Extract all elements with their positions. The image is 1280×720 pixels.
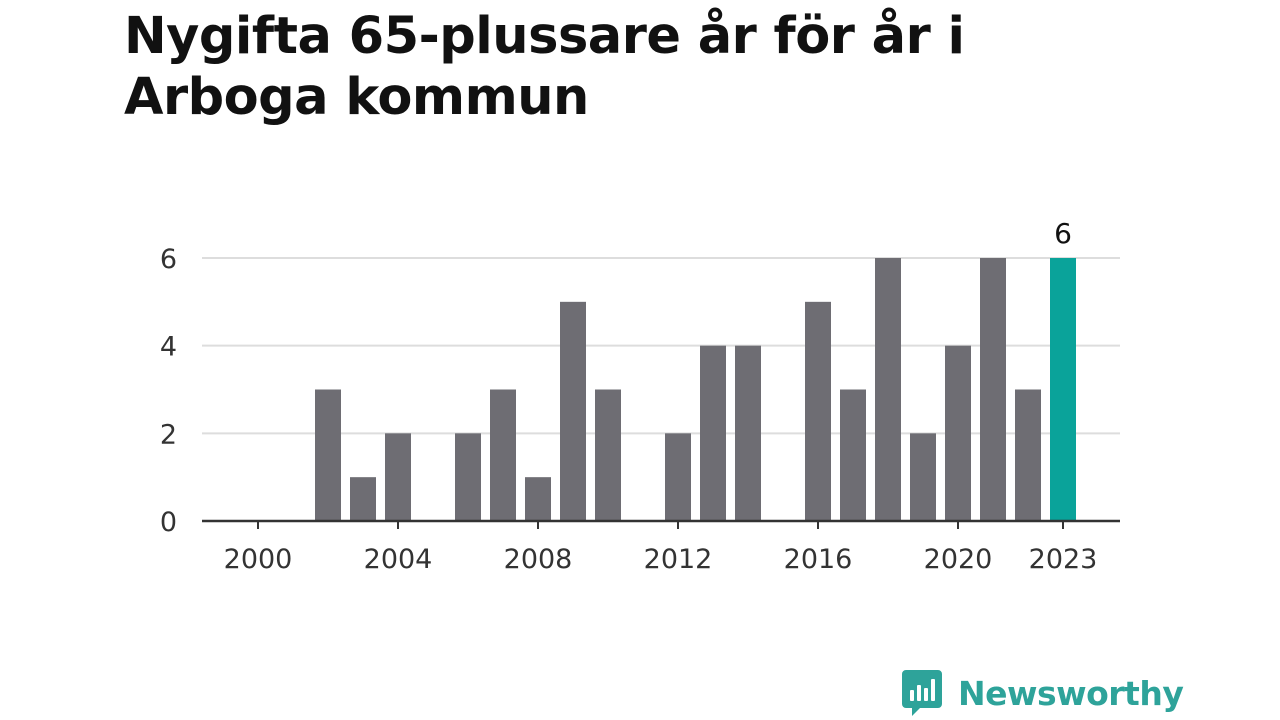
bar-2018 xyxy=(875,258,901,521)
y-tick-label-2: 2 xyxy=(160,419,177,450)
bar-chart-speech-bubble-icon xyxy=(902,670,942,716)
brand-name: Newsworthy xyxy=(958,673,1184,713)
bar-2006 xyxy=(455,433,481,521)
bar-2008 xyxy=(525,477,551,521)
bar-2020 xyxy=(945,345,971,521)
value-label-2023: 6 xyxy=(1054,217,1072,250)
x-tick-label-2008: 2008 xyxy=(504,544,573,575)
bar-2013 xyxy=(700,345,726,521)
bar-2017 xyxy=(840,389,866,521)
bar-2023 xyxy=(1050,258,1076,521)
bar-2009 xyxy=(560,301,586,521)
y-tick-label-6: 6 xyxy=(160,244,177,275)
bar-2019 xyxy=(910,433,936,521)
bar-2010 xyxy=(595,389,621,521)
bar-2022 xyxy=(1015,389,1041,521)
bar-2003 xyxy=(350,477,376,521)
bar-2014 xyxy=(735,345,761,521)
x-tick-label-2004: 2004 xyxy=(364,544,433,575)
y-tick-label-0: 0 xyxy=(160,507,177,538)
x-tick-label-2023: 2023 xyxy=(1029,544,1098,575)
chart-title: Nygifta 65-plussare år för år i Arboga k… xyxy=(124,7,965,127)
bar-2002 xyxy=(315,389,341,521)
bars xyxy=(315,258,1076,521)
bar-2004 xyxy=(385,433,411,521)
brand-logo: Newsworthy xyxy=(902,670,1184,716)
bar-2007 xyxy=(490,389,516,521)
x-tick-label-2000: 2000 xyxy=(224,544,293,575)
x-tick-label-2020: 2020 xyxy=(924,544,993,575)
y-tick-label-4: 4 xyxy=(160,332,177,363)
bar-2016 xyxy=(805,301,831,521)
tick-labels: 0 2 4 6 2000 2004 2008 2012 2016 2020 2023 6 xyxy=(160,217,1098,575)
x-tick-label-2016: 2016 xyxy=(784,544,853,575)
bar-2012 xyxy=(665,433,691,521)
bar-2021 xyxy=(980,258,1006,521)
x-axis xyxy=(202,519,1120,529)
x-tick-label-2012: 2012 xyxy=(644,544,713,575)
